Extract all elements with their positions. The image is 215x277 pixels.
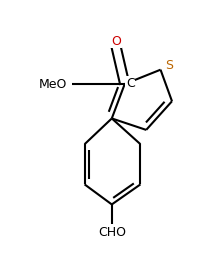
Text: CHO: CHO [98,226,126,239]
Text: C: C [126,77,135,90]
Text: MeO: MeO [39,78,67,91]
Text: O: O [111,35,121,48]
Text: S: S [165,59,173,72]
